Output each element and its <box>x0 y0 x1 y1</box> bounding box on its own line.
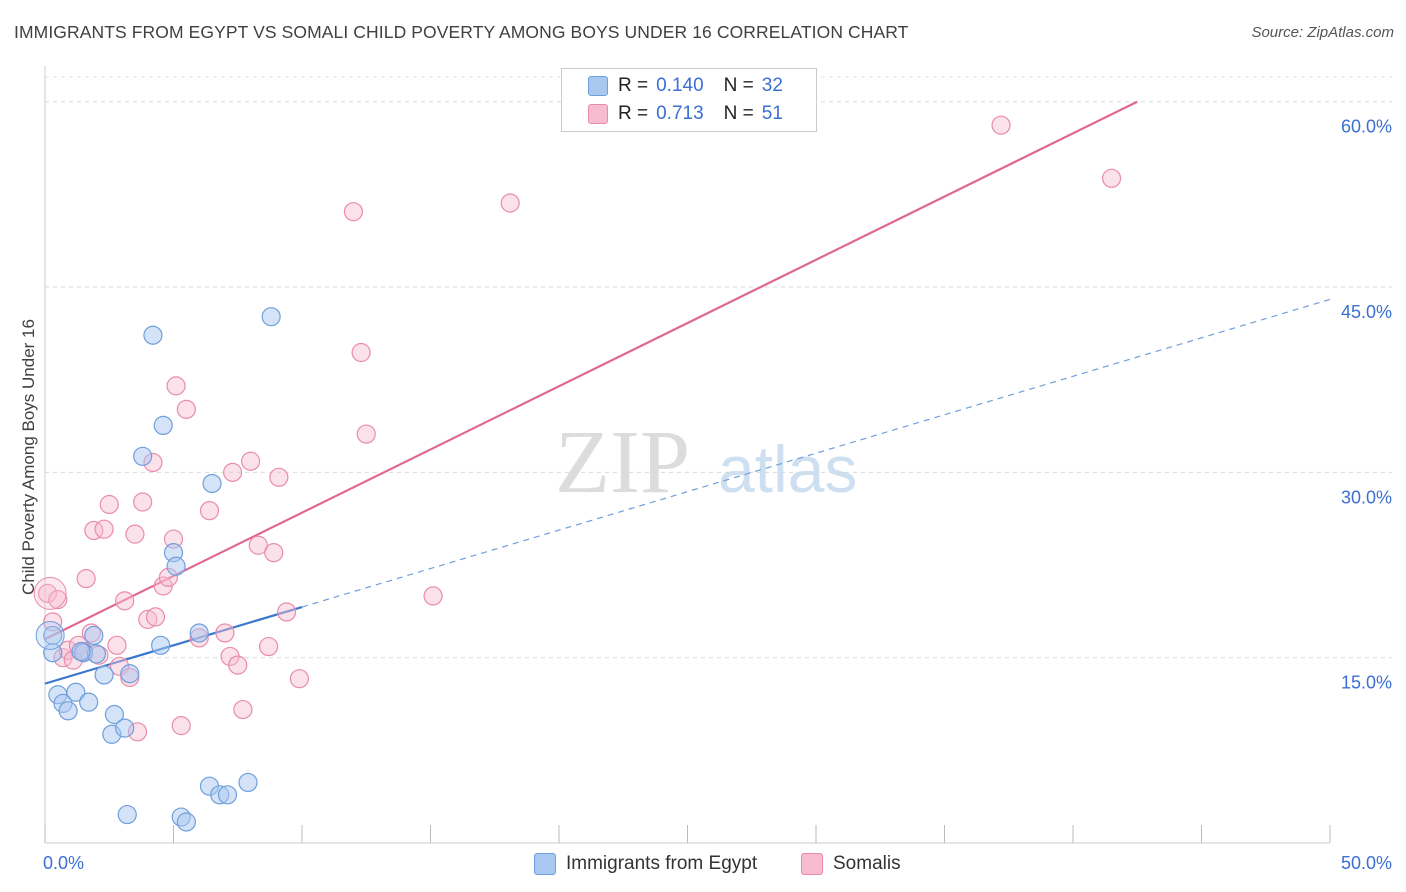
egypt-point <box>189 623 209 643</box>
watermark-atlas: atlas <box>718 432 857 506</box>
egypt-point <box>217 785 238 805</box>
bottom-legend-somalis: Somalis <box>801 852 901 876</box>
somali-point <box>166 376 186 396</box>
egypt-point <box>84 625 104 646</box>
y-axis-label: Child Poverty Among Boys Under 16 <box>19 319 38 595</box>
egypt-points <box>35 307 281 832</box>
egypt-legend-label: Immigrants from Egypt <box>566 853 758 874</box>
egypt-point <box>202 473 222 494</box>
somali-point <box>145 607 166 627</box>
y-tick-label: 45.0% <box>1341 302 1392 322</box>
somali-swatch <box>588 104 608 124</box>
y-tick-label: 30.0% <box>1341 487 1392 507</box>
somali-point <box>258 636 279 657</box>
somali-point <box>276 602 297 622</box>
somali-point <box>248 535 268 555</box>
somali-point <box>269 467 289 487</box>
watermark-zip: ZIP <box>555 413 690 512</box>
legend-n-label: N = <box>723 103 754 124</box>
x-tick-labels: 0.0% 50.0% <box>43 853 1392 873</box>
egypt-point <box>43 643 63 663</box>
egypt-point <box>153 415 173 436</box>
egypt-point <box>79 692 99 712</box>
somali-point <box>215 623 235 643</box>
somali-point <box>356 424 376 444</box>
somali-point <box>138 609 158 629</box>
egypt-point <box>120 664 140 684</box>
somali-point <box>1101 168 1122 188</box>
egypt-point <box>238 772 258 793</box>
somali-point <box>99 494 119 515</box>
egypt-point <box>94 665 114 685</box>
somali-point <box>991 115 1011 135</box>
x-tick-label: 50.0% <box>1341 853 1392 873</box>
source-label: Source: ZipAtlas.com <box>1251 24 1394 41</box>
egypt-legend-swatch <box>534 853 556 875</box>
egypt-point <box>71 641 91 662</box>
legend-r-label: R = <box>618 103 649 124</box>
somali-point <box>94 519 114 539</box>
somali-point <box>233 699 253 720</box>
egypt-point <box>104 704 124 725</box>
axes <box>44 66 1331 844</box>
x-tick-label: 0.0% <box>43 853 84 873</box>
somali-point <box>37 583 58 604</box>
egypt-swatch <box>588 76 608 96</box>
egypt-point <box>261 307 281 327</box>
somali-point <box>171 716 191 736</box>
legend-n-value: 32 <box>761 75 783 96</box>
egypt-point <box>133 446 153 466</box>
legend-r-label: R = <box>618 75 649 96</box>
egypt-point <box>151 635 171 655</box>
egypt-point <box>117 804 137 825</box>
chart-title: IMMIGRANTS FROM EGYPT VS SOMALI CHILD PO… <box>14 22 909 42</box>
somali-point <box>351 342 371 363</box>
somali-legend-swatch <box>801 853 823 875</box>
somali-point <box>84 520 104 541</box>
somali-points <box>33 115 1122 742</box>
somali-point <box>33 576 67 610</box>
legend-n-value: 51 <box>761 103 783 124</box>
egypt-point <box>66 682 86 702</box>
watermark: ZIP atlas <box>555 413 857 512</box>
legend-row-egypt: R = 0.140 N = 32 <box>588 73 783 99</box>
somali-point <box>133 492 153 512</box>
y-tick-label: 60.0% <box>1341 117 1392 137</box>
egypt-point <box>58 701 78 721</box>
legend-r-value: 0.713 <box>656 103 704 124</box>
somali-point <box>228 655 248 675</box>
legend-row-somali: R = 0.713 N = 51 <box>588 101 783 127</box>
egypt-trend-extension <box>301 298 1331 608</box>
somali-point <box>76 569 96 589</box>
legend-n-label: N = <box>723 75 754 96</box>
egypt-point <box>176 812 196 832</box>
somali-point <box>289 669 310 689</box>
somali-legend-label: Somalis <box>833 853 901 874</box>
correlation-legend: R = 0.140 N = 32 R = 0.713 N = 51 <box>561 68 817 132</box>
egypt-point <box>143 325 163 345</box>
somali-point <box>125 524 145 544</box>
trend-lines <box>44 100 1331 685</box>
egypt-point <box>115 718 135 738</box>
somali-point <box>264 543 284 563</box>
y-tick-labels: 15.0% 30.0% 45.0% 60.0% <box>1341 117 1392 693</box>
somali-point <box>423 586 443 606</box>
somali-point <box>176 399 196 419</box>
somali-trend-line <box>44 100 1138 641</box>
somali-point <box>107 635 127 655</box>
somali-point <box>500 193 520 213</box>
egypt-trend-line <box>44 605 303 685</box>
egypt-point <box>166 556 186 576</box>
somali-point <box>343 202 363 222</box>
gridlines <box>45 76 1392 659</box>
somali-point <box>199 501 220 521</box>
egypt-point <box>35 620 65 650</box>
somali-point <box>223 462 243 482</box>
somali-point <box>241 451 261 471</box>
bottom-legend-egypt: Immigrants from Egypt <box>534 852 757 876</box>
legend-r-value: 0.140 <box>656 75 704 96</box>
somali-point <box>115 591 135 611</box>
y-tick-label: 15.0% <box>1341 673 1392 693</box>
